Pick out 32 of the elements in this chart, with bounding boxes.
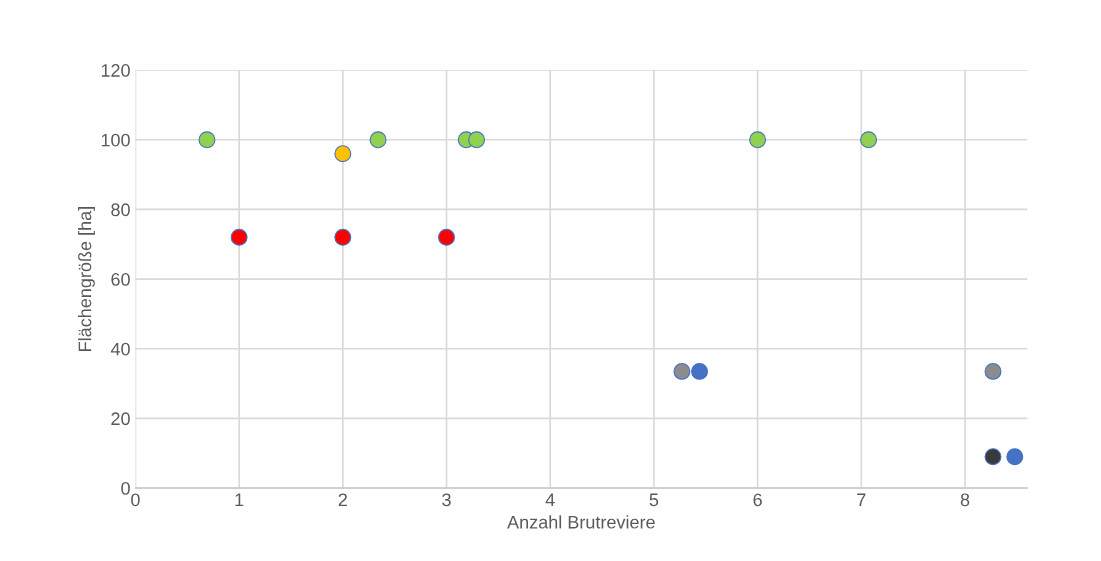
x-tick-label: 6 <box>753 493 762 507</box>
y-tick-label: 120 <box>101 64 130 77</box>
y-axis-title: Flächengröße [ha] <box>78 207 95 351</box>
y-tick-label: 100 <box>101 133 130 147</box>
point <box>749 131 767 149</box>
point <box>334 145 352 163</box>
x-tick-label: 4 <box>545 493 555 507</box>
point <box>230 228 248 246</box>
x-tick-label: 8 <box>960 493 970 507</box>
point <box>673 362 691 380</box>
x-tick-label: 1 <box>235 493 244 507</box>
point <box>984 362 1002 380</box>
y-tick-label: 0 <box>121 482 130 495</box>
y-tick-label: 20 <box>111 412 130 426</box>
point <box>984 448 1002 466</box>
x-tick-label: 5 <box>649 493 659 507</box>
y-tick-label: 60 <box>111 273 130 286</box>
y-tick-label: 80 <box>111 203 130 217</box>
point <box>198 131 216 149</box>
point <box>468 131 486 149</box>
x-tick-label: 0 <box>131 493 140 507</box>
point <box>334 228 352 246</box>
point <box>1006 448 1024 466</box>
x-axis-title: Anzahl Brutreviere <box>507 515 655 529</box>
point <box>691 362 709 380</box>
y-tick-label: 40 <box>110 342 130 356</box>
x-tick-label: 7 <box>857 493 866 507</box>
x-tick-label: 3 <box>442 493 451 507</box>
point <box>369 131 387 149</box>
x-tick-label: 2 <box>338 493 347 507</box>
point <box>860 131 878 149</box>
point <box>438 228 455 246</box>
